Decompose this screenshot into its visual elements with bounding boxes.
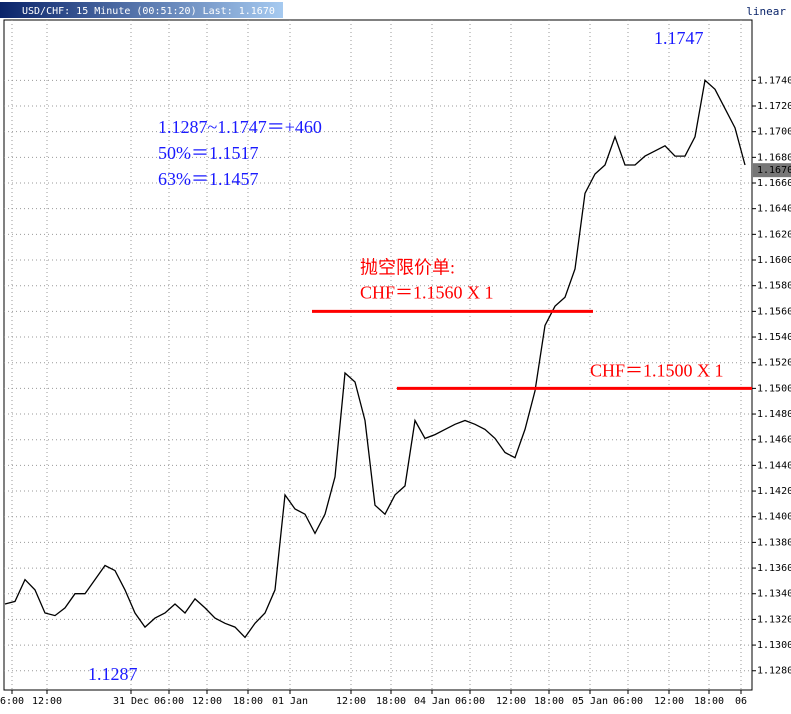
retracement-note: 50%＝1.1517 <box>158 143 259 163</box>
y-tick-label: 1.1440 <box>757 460 791 471</box>
y-tick-label: 1.1600 <box>757 255 791 266</box>
y-tick-label: 1.1640 <box>757 204 791 215</box>
price-line <box>4 79 746 639</box>
y-tick-label: 1.1620 <box>757 229 791 240</box>
x-tick-label: 06:00 <box>455 696 485 707</box>
x-tick-label: 06:00 <box>154 696 184 707</box>
chart-title: USD/CHF: 15 Minute (00:51:20) Last: 1.16… <box>22 6 275 17</box>
y-tick-label: 1.1300 <box>757 640 791 651</box>
x-tick-label: 12:00 <box>32 696 62 707</box>
title-bar <box>0 2 283 18</box>
y-tick-label: 1.1400 <box>757 512 791 523</box>
scale-label: linear <box>746 5 786 18</box>
x-tick-label: 6:00 <box>0 696 24 707</box>
low-annotation: 1.1287 <box>88 664 138 684</box>
y-tick-label: 1.1460 <box>757 435 791 446</box>
x-tick-label: 04 Jan <box>414 696 450 707</box>
y-tick-label: 1.1580 <box>757 281 791 292</box>
y-tick-label: 1.1480 <box>757 409 791 420</box>
y-tick-label: 1.1380 <box>757 537 791 548</box>
x-tick-label: 18:00 <box>376 696 406 707</box>
last-price-box <box>753 163 791 178</box>
y-tick-label: 1.1500 <box>757 383 791 394</box>
retracement-note: 1.1287~1.1747＝+460 <box>158 117 322 137</box>
x-tick-label: 12:00 <box>654 696 684 707</box>
y-tick-label: 1.1420 <box>757 486 791 497</box>
high-annotation: 1.1747 <box>654 28 704 48</box>
x-tick-label: 18:00 <box>694 696 724 707</box>
y-tick-label: 1.1340 <box>757 589 791 600</box>
x-tick-label: 06:00 <box>613 696 643 707</box>
x-tick-label: 18:00 <box>534 696 564 707</box>
x-tick-label: 05 Jan <box>572 696 608 707</box>
x-tick-label: 12:00 <box>496 696 526 707</box>
y-tick-label: 1.1520 <box>757 358 791 369</box>
x-tick-label: 31 Dec <box>113 696 149 707</box>
level-note: 抛空限价单: <box>360 257 455 277</box>
y-tick-label: 1.1540 <box>757 332 791 343</box>
retracement-note: 63%＝1.1457 <box>158 169 259 189</box>
x-tick-label: 18:00 <box>233 696 263 707</box>
y-tick-label: 1.1560 <box>757 306 791 317</box>
x-tick-label: 12:00 <box>336 696 366 707</box>
level-label: CHF＝1.1560 X 1 <box>360 282 494 302</box>
x-tick-label: 06 <box>735 696 747 707</box>
y-tick-label: 1.1320 <box>757 614 791 625</box>
y-tick-label: 1.1360 <box>757 563 791 574</box>
y-tick-label: 1.1680 <box>757 152 791 163</box>
x-tick-label: 01 Jan <box>272 696 308 707</box>
y-tick-label: 1.1660 <box>757 178 791 189</box>
y-tick-label: 1.1720 <box>757 101 791 112</box>
level-label: CHF＝1.1500 X 1 <box>590 360 724 380</box>
y-tick-label: 1.1700 <box>757 127 791 138</box>
x-tick-label: 12:00 <box>192 696 222 707</box>
last-price-label: 1.1670 <box>757 165 791 176</box>
y-tick-label: 1.1740 <box>757 75 791 86</box>
plot-frame <box>3 19 753 691</box>
y-tick-label: 1.1280 <box>757 666 791 677</box>
